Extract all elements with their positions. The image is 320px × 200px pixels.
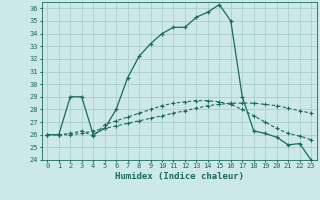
X-axis label: Humidex (Indice chaleur): Humidex (Indice chaleur) — [115, 172, 244, 181]
